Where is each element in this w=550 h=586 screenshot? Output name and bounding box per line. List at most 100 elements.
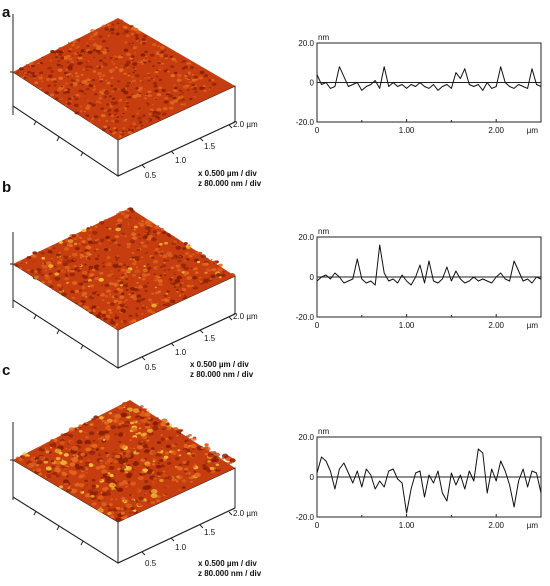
surface-grain (221, 453, 229, 459)
surface-grain (105, 425, 112, 431)
surface-grain (182, 85, 189, 89)
surface-grain (70, 268, 74, 271)
surface-grain (124, 29, 130, 34)
surface-grain (136, 318, 141, 321)
surface-grain (90, 273, 94, 276)
surface-grain (102, 50, 108, 55)
surface-grain (75, 247, 80, 251)
surface-grain (157, 290, 161, 293)
surface-grain (92, 310, 96, 313)
surface-grain (44, 91, 49, 95)
surface-grain (83, 422, 89, 426)
surface-grain (68, 73, 72, 75)
surface-grain (180, 61, 183, 64)
surface-grain (162, 60, 165, 62)
surface-grain (139, 60, 141, 62)
surface-grain (100, 113, 106, 118)
surface-grain (141, 37, 146, 41)
surface-grain (135, 87, 139, 90)
surface-grain (131, 438, 135, 441)
surface-grain (68, 48, 73, 51)
surface-grain (163, 298, 170, 303)
surface-grain (180, 82, 184, 85)
surface-grain (202, 278, 208, 282)
surface-grain (120, 448, 124, 451)
surface-grain (101, 299, 105, 301)
surface-grain (79, 299, 82, 302)
surface-grain (103, 255, 108, 259)
surface-grain (127, 293, 131, 296)
surface-grain (87, 60, 90, 63)
surface-grain (143, 88, 146, 90)
surface-grain (109, 311, 113, 314)
surface-grain (119, 295, 125, 300)
surface-grain (162, 292, 165, 295)
surface-grain (50, 50, 55, 54)
surface-grain (104, 283, 110, 288)
surface-grain (174, 76, 179, 80)
surface-grain (61, 459, 64, 461)
surface-grain (132, 477, 135, 479)
surface-grain (48, 246, 52, 249)
surface-grain (150, 77, 154, 80)
surface-grain (38, 251, 41, 253)
surface-grain (116, 77, 119, 79)
surface-grain (78, 263, 81, 265)
surface-grain (193, 290, 195, 293)
surface-grain (91, 486, 96, 490)
surface-grain (128, 320, 134, 324)
surface-grain (115, 277, 118, 279)
surface-grain (37, 266, 40, 268)
surface-grain (122, 107, 125, 110)
surface-grain (71, 296, 76, 300)
surface-grain (107, 23, 111, 27)
surface-grain (186, 276, 192, 280)
surface-grain (186, 79, 191, 83)
surface-grain (57, 68, 63, 72)
surface-grain (73, 276, 79, 280)
surface-grain (114, 316, 120, 320)
surface-grain (154, 70, 159, 74)
surface-grain (118, 410, 120, 412)
surface-grain (103, 497, 109, 502)
surface-grain (73, 89, 77, 93)
surface-grain (131, 292, 135, 295)
surface-grain (125, 277, 129, 280)
surface-grain (134, 448, 137, 451)
surface-plot-a: 0.5 1.0 1.5 2.0 µm x 0.500 µm / div z 80… (10, 14, 262, 188)
surface-grain (62, 434, 70, 440)
surface-grain (218, 263, 223, 267)
surface-grain (177, 72, 181, 75)
surface-grain (169, 282, 173, 285)
surface-grain (81, 240, 86, 244)
surface-grain (88, 102, 91, 104)
surface-grain (64, 274, 69, 278)
surface-grain (127, 66, 133, 71)
surface-grain (82, 275, 89, 279)
surface-grain (66, 472, 70, 475)
surface-grain (178, 266, 183, 270)
surface-grain (47, 280, 53, 284)
surface-grain (190, 444, 197, 449)
surface-grain (82, 62, 88, 67)
surface-grain (162, 254, 168, 258)
surface-grain (72, 107, 77, 110)
surface-grain (72, 66, 78, 71)
surface-grain (100, 436, 105, 439)
surface-grain (87, 240, 93, 245)
surface-grain (203, 467, 207, 470)
surface-grain (35, 464, 40, 467)
surface-grain (41, 263, 45, 267)
surface-grain (146, 496, 150, 499)
surface-grain (120, 47, 124, 51)
surface-grain (125, 100, 128, 103)
surface-grain (55, 97, 59, 100)
surface-grain (148, 282, 151, 285)
surface-grain (131, 75, 137, 79)
surface-grain (40, 74, 43, 76)
surface-grain (176, 78, 182, 82)
surface-grain (215, 463, 220, 467)
surface-grain (132, 436, 137, 440)
surface-grain (138, 243, 141, 245)
surface-grain (82, 108, 87, 113)
